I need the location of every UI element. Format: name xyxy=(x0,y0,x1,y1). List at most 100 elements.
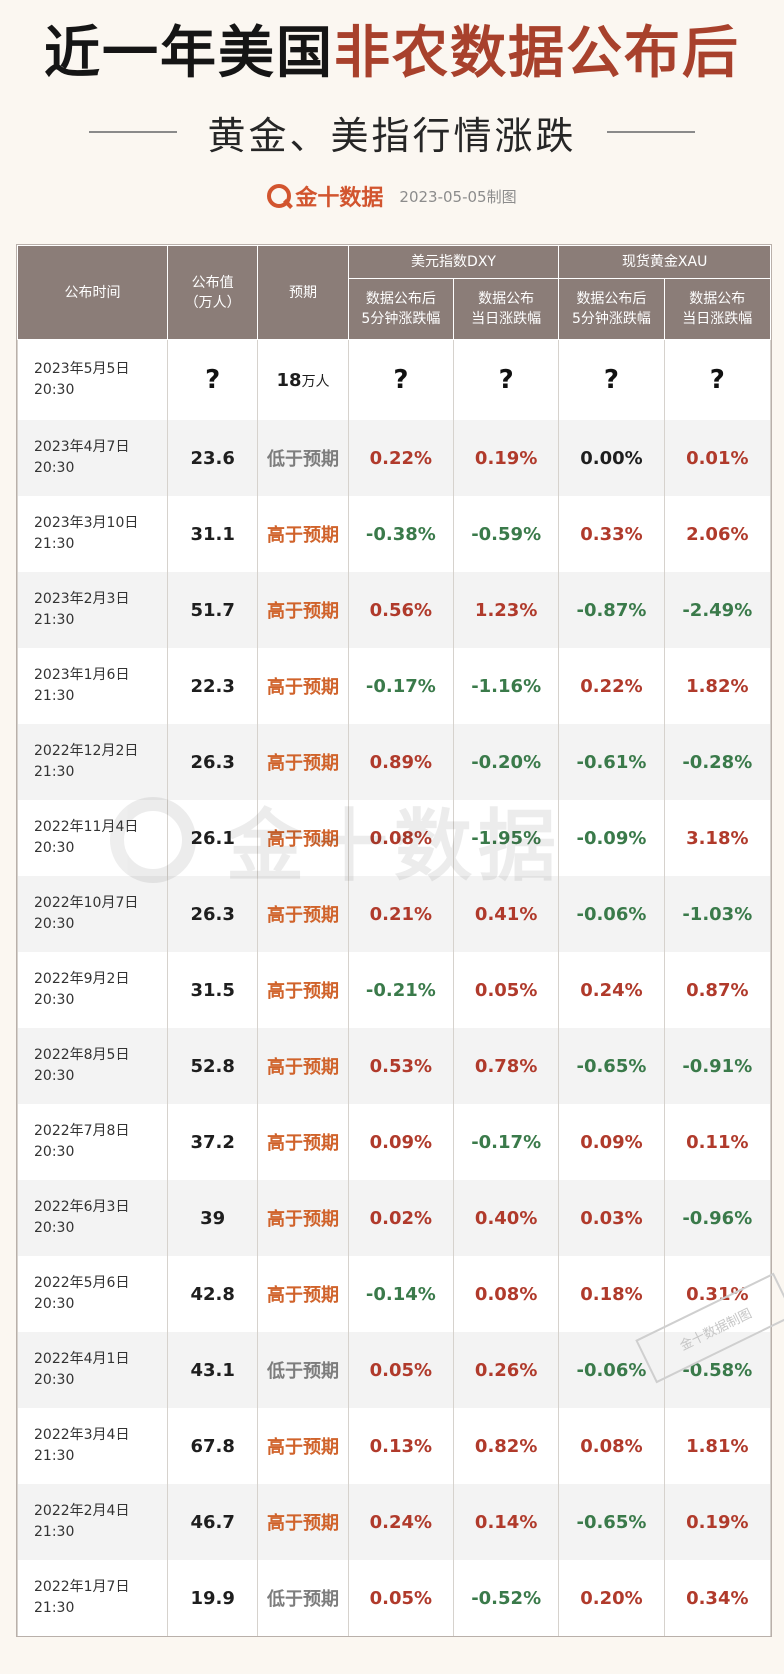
cell-date: 2023年3月10日 21:30 xyxy=(17,496,168,572)
table-row: 2023年5月5日 20:30? 18万人???? xyxy=(17,339,772,420)
brand-row: 金十数据 2023-05-05制图 xyxy=(0,178,784,214)
header-group-xau: 现货黄金XAU xyxy=(558,245,771,279)
subtitle-right-rule xyxy=(606,131,695,133)
cell-xau5: 0.09% xyxy=(558,1104,665,1180)
table-row: 2022年3月4日 21:30 67.8 高于预期 0.13% 0.82% 0.08% 1.… xyxy=(17,1408,772,1484)
cell-actual: 39 xyxy=(166,1180,259,1256)
cell-expected: 高于预期 xyxy=(257,724,349,800)
cell-dxy5: 0.13% xyxy=(347,1408,455,1484)
cell-xau5: -0.09% xyxy=(558,800,665,876)
cell-dxyd: 0.41% xyxy=(453,876,560,952)
table-row: 2022年2月4日 21:30 46.7 高于预期 0.24% 0.14% -0.65% 0… xyxy=(17,1484,772,1560)
cell-dxyd: 0.08% xyxy=(453,1256,560,1332)
nfp-table: 公布时间 公布值 （万人） 预期 美元指数DXY 现货黄金XAU 数据公布后 5… xyxy=(16,244,772,1637)
header-xau-5min: 数据公布后 5分钟涨跌幅 xyxy=(558,278,665,340)
header-dxy-day: 数据公布 当日涨跌幅 xyxy=(453,278,560,340)
cell-xaud: -0.58% xyxy=(663,1332,772,1408)
cell-dxy5: -0.14% xyxy=(347,1256,455,1332)
cell-dxyd: 0.14% xyxy=(453,1484,560,1560)
table-row: 2022年12月2日 21:30 26.3 高于预期 0.89% -0.20% -0.61… xyxy=(17,724,772,800)
cell-xaud: 1.81% xyxy=(663,1408,772,1484)
cell-expected: 高于预期 xyxy=(257,648,349,724)
table-row: 2023年4月7日 20:30 23.6 低于预期 0.22% 0.19% 0.00% 0.… xyxy=(17,420,772,496)
cell-dxy5: 0.56% xyxy=(347,572,455,648)
cell-xaud: 3.18% xyxy=(663,800,772,876)
cell-actual: 52.8 xyxy=(166,1028,259,1104)
cell-dxy5: 0.22% xyxy=(347,420,455,496)
table-row: 2022年1月7日 21:30 19.9 低于预期 0.05% -0.52% 0.20% 0… xyxy=(17,1560,772,1636)
cell-expected: 高于预期 xyxy=(257,1408,349,1484)
cell-actual: ? xyxy=(166,339,259,420)
cell-expected: 高于预期 xyxy=(257,1104,349,1180)
cell-expected: 高于预期 xyxy=(257,1256,349,1332)
cell-xaud: 0.01% xyxy=(663,420,772,496)
cell-xau5: ? xyxy=(558,339,665,420)
cell-actual: 43.1 xyxy=(166,1332,259,1408)
cell-date: 2022年10月7日 20:30 xyxy=(17,876,168,952)
cell-date: 2022年6月3日 20:30 xyxy=(17,1180,168,1256)
header-actual: 公布值 （万人） xyxy=(166,245,259,340)
cell-xaud: 0.34% xyxy=(663,1560,772,1636)
cell-date: 2022年11月4日 20:30 xyxy=(17,800,168,876)
cell-actual: 23.6 xyxy=(166,420,259,496)
cell-xaud: 0.31% xyxy=(663,1256,772,1332)
cell-expected: 高于预期 xyxy=(257,876,349,952)
cell-xau5: 0.20% xyxy=(558,1560,665,1636)
cell-dxyd: 0.82% xyxy=(453,1408,560,1484)
cell-xau5: -0.06% xyxy=(558,1332,665,1408)
cell-actual: 26.3 xyxy=(166,876,259,952)
header-xau-day: 数据公布 当日涨跌幅 xyxy=(663,278,772,340)
cell-date: 2022年8月5日 20:30 xyxy=(17,1028,168,1104)
cell-xau5: -0.06% xyxy=(558,876,665,952)
cell-dxy5: -0.38% xyxy=(347,496,455,572)
cell-xaud: 0.87% xyxy=(663,952,772,1028)
subtitle-row: 黄金、美指行情涨跌 xyxy=(0,104,784,160)
cell-actual: 26.1 xyxy=(166,800,259,876)
cell-dxy5: 0.02% xyxy=(347,1180,455,1256)
cell-xau5: 0.24% xyxy=(558,952,665,1028)
cell-expected: 高于预期 xyxy=(257,572,349,648)
table-row: 2022年7月8日 20:30 37.2 高于预期 0.09% -0.17% 0.09% 0… xyxy=(17,1104,772,1180)
header-5min-line1: 数据公布后 xyxy=(576,291,647,307)
header: 近一年美国非农数据公布后 黄金、美指行情涨跌 金十数据 2023-05-05制图 xyxy=(0,0,784,240)
cell-dxyd: ? xyxy=(453,339,560,420)
cell-dxy5: 0.24% xyxy=(347,1484,455,1560)
table-row: 2022年6月3日 20:30 39 高于预期 0.02% 0.40% 0.03% -0.9… xyxy=(17,1180,772,1256)
cell-actual: 22.3 xyxy=(166,648,259,724)
cell-dxy5: 0.89% xyxy=(347,724,455,800)
cell-dxy5: 0.05% xyxy=(347,1332,455,1408)
cell-xau5: -0.65% xyxy=(558,1484,665,1560)
cell-actual: 19.9 xyxy=(166,1560,259,1636)
cell-actual: 31.5 xyxy=(166,952,259,1028)
table-row: 2022年11月4日 20:30 26.1 高于预期 0.08% -1.95% -0.09… xyxy=(17,800,772,876)
cell-xau5: -0.61% xyxy=(558,724,665,800)
cell-xau5: -0.87% xyxy=(558,572,665,648)
cell-dxy5: ? xyxy=(347,339,455,420)
cell-dxyd: 1.23% xyxy=(453,572,560,648)
cell-xau5: 0.33% xyxy=(558,496,665,572)
header-dxy-5min: 数据公布后 5分钟涨跌幅 xyxy=(347,278,455,340)
cell-dxy5: 0.21% xyxy=(347,876,455,952)
cell-dxyd: -0.20% xyxy=(453,724,560,800)
cell-actual: 46.7 xyxy=(166,1484,259,1560)
cell-expected: 18万人 xyxy=(257,339,349,420)
table-row: 2022年4月1日 20:30 43.1 低于预期 0.05% 0.26% -0.06% -… xyxy=(17,1332,772,1408)
cell-dxyd: -0.59% xyxy=(453,496,560,572)
cell-xau5: 0.22% xyxy=(558,648,665,724)
cell-expected: 高于预期 xyxy=(257,1028,349,1104)
header-day-line1: 数据公布 xyxy=(689,291,746,307)
cell-xaud: 2.06% xyxy=(663,496,772,572)
cell-dxy5: -0.17% xyxy=(347,648,455,724)
cell-xaud: -1.03% xyxy=(663,876,772,952)
cell-xau5: 0.18% xyxy=(558,1256,665,1332)
cell-xau5: 0.08% xyxy=(558,1408,665,1484)
cell-dxy5: 0.05% xyxy=(347,1560,455,1636)
cell-dxy5: 0.53% xyxy=(347,1028,455,1104)
jin10-logo-icon xyxy=(267,184,292,208)
cell-xaud: -0.28% xyxy=(663,724,772,800)
cell-dxyd: 0.78% xyxy=(453,1028,560,1104)
cell-actual: 67.8 xyxy=(166,1408,259,1484)
cell-dxyd: -0.17% xyxy=(453,1104,560,1180)
cell-dxy5: -0.21% xyxy=(347,952,455,1028)
cell-date: 2023年5月5日 20:30 xyxy=(17,339,168,420)
